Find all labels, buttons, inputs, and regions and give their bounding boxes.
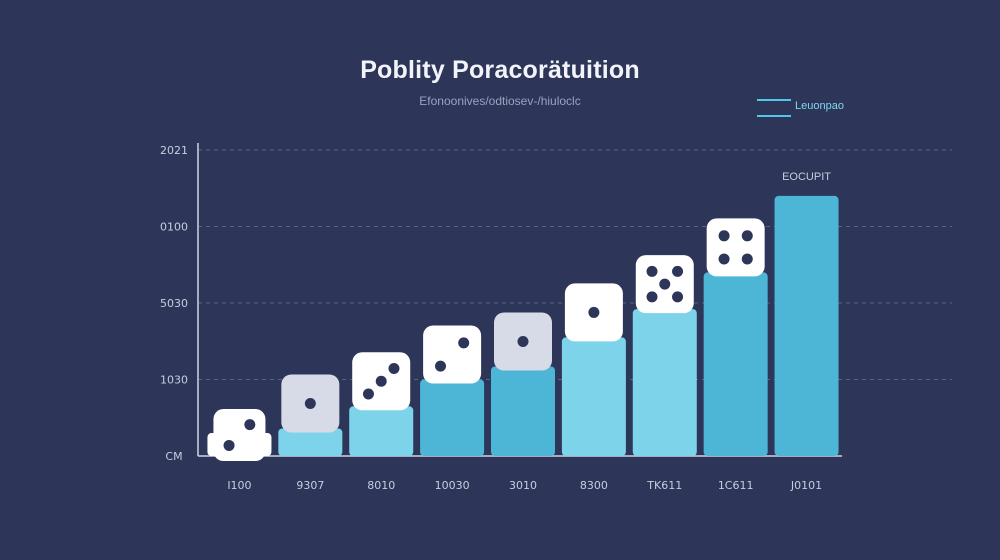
die-pip bbox=[458, 337, 470, 349]
x-tick-label: J0101 bbox=[790, 479, 822, 492]
legend: Leuonpao bbox=[757, 99, 877, 119]
legend-label: Leuonpao bbox=[795, 100, 844, 112]
x-tick-label: I100 bbox=[227, 479, 251, 492]
bar bbox=[420, 379, 485, 456]
x-tick-label: 1C611 bbox=[718, 479, 754, 492]
die-pip bbox=[244, 419, 256, 431]
die-pip bbox=[304, 397, 316, 409]
die-pip bbox=[646, 291, 658, 303]
y-tick-label: 5030 bbox=[160, 297, 188, 310]
die-pip bbox=[718, 253, 730, 265]
bar bbox=[491, 366, 555, 456]
bar bbox=[632, 309, 697, 456]
chart-subtitle: Efonoonives/odtiosev-/hiuloclc bbox=[419, 94, 581, 108]
x-tick-label: 10030 bbox=[435, 479, 470, 492]
die-pip bbox=[362, 388, 374, 400]
bar bbox=[278, 428, 343, 456]
die-pip bbox=[741, 230, 753, 242]
x-tick-label: 8300 bbox=[580, 479, 608, 492]
die-pip bbox=[646, 265, 658, 277]
die bbox=[706, 218, 765, 277]
die bbox=[423, 325, 482, 384]
die-pip bbox=[223, 439, 235, 451]
die-pip bbox=[588, 306, 600, 318]
chart-title: Poblity Poracorätuition bbox=[360, 56, 640, 84]
die-pip bbox=[672, 265, 684, 277]
series-label: EOCUPIT bbox=[782, 171, 831, 183]
die-pip bbox=[672, 291, 684, 303]
die-pip bbox=[375, 375, 387, 387]
legend-swatch bbox=[757, 99, 791, 117]
y-tick-label: CM bbox=[165, 450, 182, 463]
bar bbox=[774, 195, 839, 456]
y-tick-label: 2021 bbox=[160, 144, 188, 157]
die-pip bbox=[435, 360, 447, 372]
die bbox=[213, 409, 266, 462]
die-pip bbox=[741, 253, 753, 265]
die-pip bbox=[517, 335, 529, 347]
die-pip bbox=[659, 278, 671, 290]
x-tick-label: 3010 bbox=[509, 479, 537, 492]
die-pip bbox=[718, 230, 730, 242]
bar bbox=[561, 337, 626, 456]
bar bbox=[703, 272, 768, 456]
x-tick-label: 9307 bbox=[296, 479, 324, 492]
bar bbox=[349, 406, 414, 456]
y-tick-label: 1030 bbox=[160, 374, 188, 387]
die-pip bbox=[388, 363, 400, 375]
x-tick-label: TK611 bbox=[646, 479, 682, 492]
x-tick-label: 8010 bbox=[367, 479, 395, 492]
y-tick-label: 0100 bbox=[160, 221, 188, 234]
